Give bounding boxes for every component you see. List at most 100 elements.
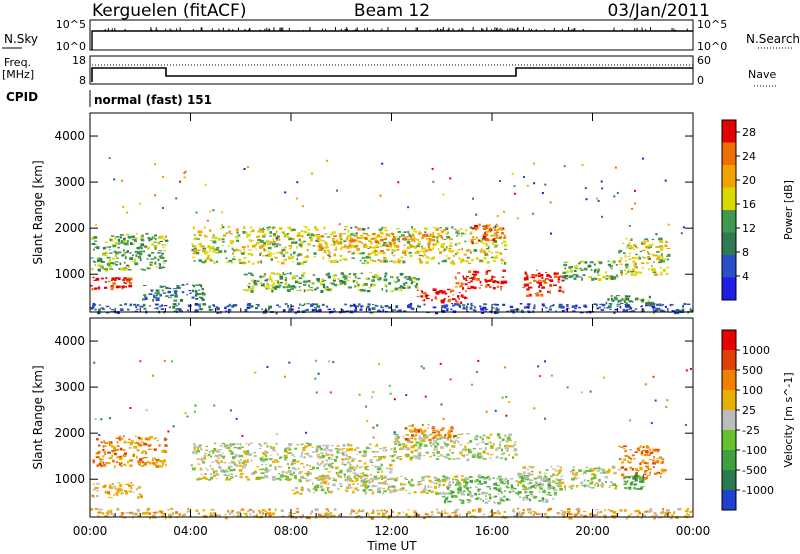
scatter-cell (179, 512, 182, 516)
scatter-cell (145, 444, 150, 446)
scatter-cell (363, 453, 367, 457)
scatter-cell (480, 284, 483, 286)
scatter-cell (568, 275, 573, 278)
scatter-cell (106, 491, 111, 494)
scatter-cell (582, 473, 584, 475)
scatter-cell (638, 255, 641, 259)
scatter-cell (454, 514, 458, 517)
scatter-cell (561, 481, 565, 485)
scatter-cell (123, 449, 126, 451)
scatter-cell (514, 441, 517, 443)
scatter-cell (235, 228, 239, 232)
scatter-cell (559, 487, 563, 491)
scatter-cell (561, 279, 565, 282)
scatter-cell (353, 273, 357, 276)
scatter-cell (648, 295, 651, 299)
scatter-cell (314, 359, 317, 362)
nsky-trace (91, 30, 693, 50)
scatter-cell (323, 448, 327, 451)
colorbar-swatch (722, 277, 736, 300)
scatter-cell (467, 303, 469, 306)
scatter-cell (482, 225, 485, 228)
scatter-cell (369, 461, 374, 463)
scatter-cell (122, 463, 127, 466)
scatter-cell (393, 447, 396, 451)
scatter-cell (195, 236, 197, 239)
scatter-cell (508, 433, 511, 437)
scatter-cell (333, 514, 336, 517)
scatter-cell (445, 227, 449, 231)
scatter-cell (306, 256, 310, 258)
scatter-cell (162, 285, 167, 287)
scatter-cell (629, 247, 634, 249)
scatter-cell (452, 255, 456, 257)
scatter-cell (407, 286, 411, 289)
scatter-cell (292, 462, 296, 465)
scatter-cell (606, 275, 609, 277)
scatter-cell (507, 445, 511, 448)
scatter-cell (573, 513, 577, 517)
scatter-cell (372, 260, 377, 262)
scatter-cell (327, 449, 331, 451)
scatter-cell (310, 304, 314, 307)
scatter-cell (299, 289, 302, 292)
scatter-cell (480, 483, 484, 485)
scatter-cell (394, 437, 398, 441)
scatter-cell (531, 470, 534, 473)
scatter-cell (455, 276, 457, 280)
scatter-cell (452, 304, 455, 307)
scatter-cell (467, 448, 471, 451)
scatter-cell (192, 452, 195, 455)
scatter-cell (154, 261, 157, 265)
scatter-cell (196, 303, 200, 306)
scatter-cell (646, 462, 649, 465)
scatter-cell (347, 458, 350, 461)
scatter-cell (155, 240, 158, 243)
scatter-cell (121, 287, 124, 290)
scatter-cell (300, 235, 304, 237)
scatter-cell (410, 450, 414, 454)
scatter-cell (132, 243, 135, 246)
scatter-cell (372, 391, 375, 393)
scatter-cell (420, 365, 423, 368)
scatter-cell (516, 217, 519, 220)
scatter-cell (266, 240, 270, 243)
scatter-cell (291, 467, 296, 470)
scatter-cell (392, 477, 395, 480)
scatter-cell (457, 242, 461, 245)
scatter-cell (347, 475, 350, 479)
scatter-cell (113, 250, 118, 253)
scatter-cell (410, 245, 413, 248)
scatter-cell (447, 288, 451, 291)
scatter-cell (288, 466, 291, 470)
scatter-cell (144, 451, 147, 455)
scatter-cell (179, 299, 184, 302)
scatter-cell (116, 490, 120, 492)
scatter-cell (321, 454, 326, 458)
scatter-cell (470, 280, 473, 283)
scatter-cell (491, 275, 494, 278)
scatter-cell (120, 488, 123, 492)
scatter-cell (637, 448, 641, 452)
scatter-cell (320, 515, 325, 517)
scatter-cell (341, 451, 344, 455)
scatter-cell (545, 501, 548, 503)
scatter-cell (117, 277, 121, 281)
scatter-cell (213, 512, 217, 514)
scatter-cell (448, 298, 452, 301)
scatter-cell (102, 461, 105, 464)
scatter-cell (503, 495, 506, 498)
scatter-cell (498, 237, 502, 240)
scatter-cell (315, 484, 318, 486)
scatter-cell (437, 511, 441, 514)
scatter-cell (378, 456, 382, 460)
scatter-cell (569, 513, 573, 516)
scatter-cell (629, 252, 631, 255)
scatter-cell (199, 231, 202, 233)
scatter-cell (310, 512, 312, 515)
scatter-cell (260, 244, 264, 248)
scatter-cell (278, 238, 281, 241)
scatter-cell (528, 508, 532, 511)
scatter-cell (458, 458, 461, 460)
scatter-cell (499, 487, 502, 490)
